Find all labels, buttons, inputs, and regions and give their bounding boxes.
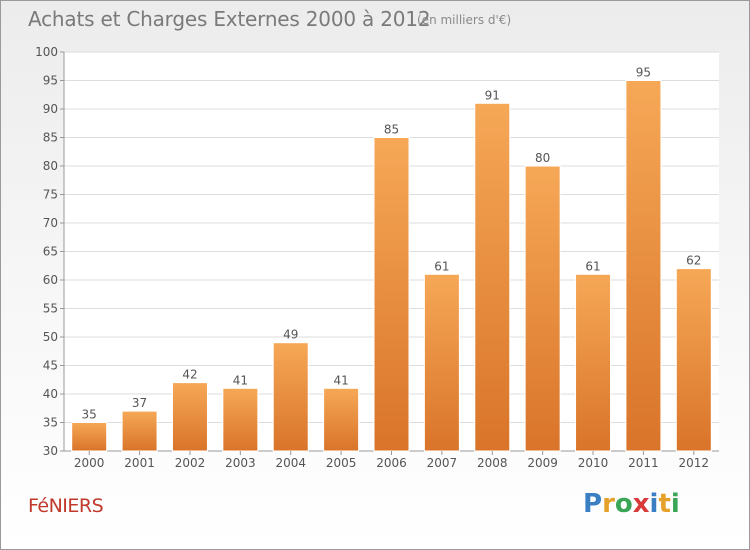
x-tick-label: 2005 xyxy=(326,456,357,470)
x-tick-label: 2006 xyxy=(376,456,407,470)
x-tick-label: 2003 xyxy=(225,456,256,470)
logo-letter: o xyxy=(614,489,633,519)
chart-title: Achats et Charges Externes 2000 à 2012 xyxy=(28,7,431,31)
y-tick-label: 65 xyxy=(43,245,58,259)
x-tick-label: 2008 xyxy=(477,456,508,470)
bar xyxy=(272,342,309,452)
bar xyxy=(524,165,561,452)
bar-value-label: 37 xyxy=(132,396,147,410)
x-tick-label: 2000 xyxy=(74,456,105,470)
bar xyxy=(222,387,259,452)
bar xyxy=(373,137,410,452)
logo-letter: P xyxy=(583,489,603,519)
y-tick-label: 40 xyxy=(43,387,58,401)
x-tick-label: 2004 xyxy=(275,456,306,470)
bar-value-label: 41 xyxy=(233,373,248,387)
y-tick-label: 80 xyxy=(43,159,58,173)
x-tick-label: 2007 xyxy=(427,456,458,470)
bar xyxy=(575,273,612,452)
bar-value-label: 95 xyxy=(636,66,651,80)
bar-value-label: 41 xyxy=(333,373,348,387)
y-tick-label: 85 xyxy=(43,131,58,145)
y-tick-label: 50 xyxy=(43,330,58,344)
bar xyxy=(625,80,662,452)
logo-letter: x xyxy=(632,489,650,519)
y-tick-label: 70 xyxy=(43,216,58,230)
bar-value-label: 80 xyxy=(535,151,550,165)
bar-value-label: 91 xyxy=(485,88,500,102)
y-tick-label: 100 xyxy=(35,45,58,59)
logo-letter: r xyxy=(602,489,615,519)
x-tick-label: 2002 xyxy=(175,456,206,470)
bar xyxy=(675,268,712,452)
bar-value-label: 42 xyxy=(182,368,197,382)
y-tick-label: 75 xyxy=(43,188,58,202)
logo-letter: i xyxy=(670,489,680,519)
y-tick-label: 45 xyxy=(43,359,58,373)
bar xyxy=(474,102,511,452)
bar-value-label: 85 xyxy=(384,123,399,137)
bar xyxy=(71,422,108,452)
y-tick-label: 95 xyxy=(43,74,58,88)
bar xyxy=(121,410,158,452)
bar-value-label: 61 xyxy=(434,259,449,273)
proxiti-logo[interactable]: Proxiti xyxy=(583,489,680,519)
x-tick-label: 2009 xyxy=(527,456,558,470)
x-tick-label: 2012 xyxy=(679,456,710,470)
bar-value-label: 49 xyxy=(283,328,298,342)
town-name: FéNIERS xyxy=(28,495,104,517)
bar xyxy=(323,387,360,452)
chart-subtitle: (en milliers d'€) xyxy=(417,13,512,27)
x-tick-label: 2011 xyxy=(628,456,659,470)
y-tick-label: 90 xyxy=(43,102,58,116)
y-tick-label: 55 xyxy=(43,302,58,316)
bar xyxy=(423,273,460,452)
bar-value-label: 61 xyxy=(585,259,600,273)
x-tick-label: 2010 xyxy=(578,456,609,470)
bar xyxy=(171,382,208,452)
y-tick-label: 35 xyxy=(43,416,58,430)
x-tick-label: 2001 xyxy=(124,456,155,470)
y-tick-label: 60 xyxy=(43,273,58,287)
y-tick-label: 30 xyxy=(43,444,58,458)
bar-value-label: 62 xyxy=(686,254,701,268)
logo-letter: i xyxy=(649,489,659,519)
logo-letter: t xyxy=(658,489,671,519)
bar-value-label: 35 xyxy=(82,408,97,422)
